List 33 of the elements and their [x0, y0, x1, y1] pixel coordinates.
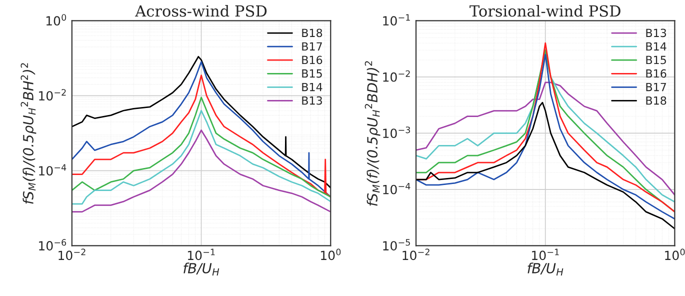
x-tick-label: 10$^{0}$ [321, 248, 341, 260]
chart-title: Across-wind PSD [135, 4, 267, 17]
y-axis-title: fS$_{M}$(f)/(0.5ρU$_{H}$$^{2}$BDH)$^{2}$ [364, 61, 380, 206]
y-tick-label: 10$^{−4}$ [39, 164, 66, 176]
legend-label: B14 [646, 42, 666, 50]
legend-label: B13 [302, 96, 322, 105]
x-tick-label: 10$^{−2}$ [402, 248, 430, 260]
x-axis-title: fB/U$_{H}$ [184, 262, 220, 276]
legend-label: B13 [646, 28, 666, 38]
y-tick-label: 10$^{−3}$ [383, 126, 410, 138]
chart-title: Torsional-wind PSD [470, 4, 620, 17]
y-tick-label: 10$^{−2}$ [383, 70, 410, 82]
y-tick-label: 10$^{0}$ [46, 14, 66, 26]
text: fS$_{M}$(f)/(0.5ρU$_{H}$$^{2}$BH$^{2}$)$^{2}$ [20, 63, 36, 204]
legend-label: B17 [646, 82, 666, 92]
x-tick-label: 10$^{−2}$ [58, 248, 86, 260]
legend-label: B15 [302, 69, 322, 78]
legend-label: B17 [302, 42, 322, 50]
legend-label: B16 [646, 69, 666, 78]
legend-label: B18 [302, 28, 322, 38]
legend-label: B18 [646, 96, 666, 105]
legend-label: B15 [646, 56, 666, 64]
y-tick-label: 10$^{−6}$ [39, 239, 66, 251]
x-tick-label: 10$^{−1}$ [532, 248, 559, 260]
x-tick-label: 10$^{0}$ [665, 248, 685, 260]
x-axis-title: fB/U$_{H}$ [528, 262, 564, 276]
legend-label: B16 [302, 56, 322, 64]
y-tick-label: 10$^{−5}$ [383, 239, 410, 251]
legend-label: B14 [302, 82, 322, 92]
y-tick-label: 10$^{−2}$ [39, 89, 66, 101]
x-tick-label: 10$^{−1}$ [188, 248, 215, 260]
y-tick-label: 10$^{−1}$ [383, 14, 410, 26]
y-tick-label: 10$^{−4}$ [383, 182, 410, 194]
